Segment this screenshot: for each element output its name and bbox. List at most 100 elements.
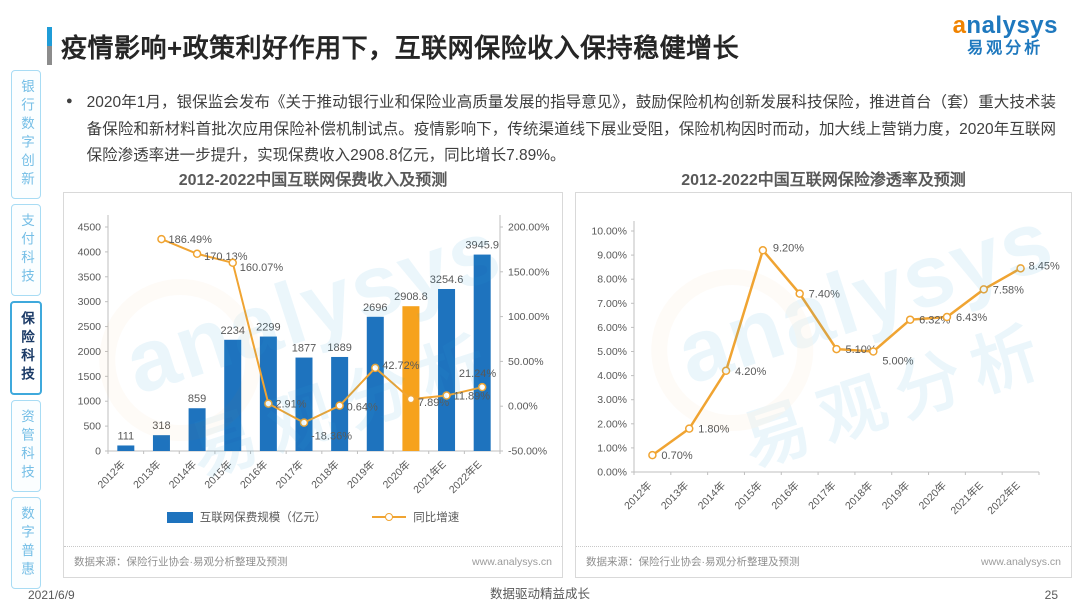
svg-text:2020年: 2020年 <box>380 458 413 491</box>
premium-income-chart: 0 500 1000 1500 2000 2500 3000 3500 4000 4500 -50.… <box>78 215 549 496</box>
svg-text:6.32%: 6.32% <box>919 315 950 327</box>
page-title: 疫情影响+政策利好作用下，互联网保险收入保持稳健增长 <box>61 33 740 63</box>
svg-text:2000: 2000 <box>78 346 102 358</box>
svg-text:2019年: 2019年 <box>879 479 912 512</box>
svg-text:4.20%: 4.20% <box>735 366 766 378</box>
svg-text:2.00%: 2.00% <box>597 418 627 430</box>
svg-text:2014年: 2014年 <box>695 479 728 512</box>
svg-text:1877: 1877 <box>292 343 316 355</box>
summary-bullet: ● 2020年1月，银保监会发布《关于推动银行业和保险业高质量发展的指导意见》，… <box>66 90 1056 170</box>
svg-text:3.00%: 3.00% <box>597 394 627 406</box>
svg-text:2022年E: 2022年E <box>985 479 1023 517</box>
svg-text:1889: 1889 <box>327 342 351 354</box>
premium-chart-title: 2012-2022中国互联网保费收入及预测 <box>178 172 448 189</box>
sidebar-item-digital-inclusion[interactable]: 数字普惠 <box>11 497 41 589</box>
svg-text:2500: 2500 <box>78 321 102 333</box>
svg-text:4500: 4500 <box>78 222 102 234</box>
svg-text:7.40%: 7.40% <box>809 289 840 301</box>
svg-text:-18.36%: -18.36% <box>311 431 352 443</box>
penetration-panel-footer: 数据来源：保险行业协会·易观分析整理及预测 www.analysys.cn <box>576 546 1071 577</box>
svg-text:1000: 1000 <box>78 396 102 408</box>
svg-text:3000: 3000 <box>78 296 102 308</box>
svg-text:5.00%: 5.00% <box>882 356 913 368</box>
svg-text:186.49%: 186.49% <box>168 234 212 246</box>
svg-text:11.89%: 11.89% <box>454 391 491 403</box>
svg-text:3254.6: 3254.6 <box>430 274 464 286</box>
line-legend-label: 同比增速 <box>413 512 460 524</box>
sidebar-item-banking-digital[interactable]: 银行数字创新 <box>11 70 41 199</box>
svg-text:8.00%: 8.00% <box>597 274 627 286</box>
svg-text:2696: 2696 <box>363 302 387 314</box>
svg-text:4000: 4000 <box>78 246 102 258</box>
svg-text:0.70%: 0.70% <box>661 450 692 462</box>
footer-date: 2021/6/9 <box>28 588 75 602</box>
svg-text:6.00%: 6.00% <box>597 322 627 334</box>
svg-text:2012年: 2012年 <box>95 458 128 491</box>
sidebar-item-payment-tech[interactable]: 支付科技 <box>11 204 41 296</box>
svg-text:2015年: 2015年 <box>202 458 235 491</box>
svg-text:3500: 3500 <box>78 271 102 283</box>
premium-panel-footer: 数据来源：保险行业协会·易观分析整理及预测 www.analysys.cn <box>64 546 562 577</box>
logo-chinese-text: 易观分析 <box>967 39 1044 57</box>
svg-text:21.24%: 21.24% <box>459 368 497 380</box>
svg-text:6.43%: 6.43% <box>956 312 987 324</box>
svg-text:2022年E: 2022年E <box>446 458 484 496</box>
footer-slogan: 数据驱动精益成长 <box>489 587 590 601</box>
penetration-chart-title: 2012-2022中国互联网保险渗透率及预测 <box>681 172 966 189</box>
title-accent-bar <box>47 27 52 65</box>
svg-text:2013年: 2013年 <box>658 479 691 512</box>
data-source-left: 数据来源：保险行业协会·易观分析整理及预测 <box>74 556 288 568</box>
svg-text:2299: 2299 <box>256 322 280 334</box>
svg-text:9.20%: 9.20% <box>773 242 804 254</box>
svg-text:100.00%: 100.00% <box>508 311 549 323</box>
footer-page-number: 25 <box>1044 588 1058 602</box>
svg-text:2021年E: 2021年E <box>948 479 986 517</box>
legend-item-line: 同比增速 <box>372 509 459 525</box>
svg-text:2017年: 2017年 <box>273 458 306 491</box>
svg-text:2013年: 2013年 <box>130 458 163 491</box>
website-left: www.analysys.cn <box>472 555 552 568</box>
svg-text:200.00%: 200.00% <box>508 222 549 234</box>
svg-text:1500: 1500 <box>78 371 102 383</box>
svg-text:2020年: 2020年 <box>916 479 949 512</box>
svg-text:9.00%: 9.00% <box>597 250 627 262</box>
data-source-right: 数据来源：保险行业协会·易观分析整理及预测 <box>586 556 800 568</box>
bar-legend-swatch <box>166 511 193 523</box>
svg-text:2019年: 2019年 <box>344 458 377 491</box>
svg-text:2908.8: 2908.8 <box>394 291 428 303</box>
bullet-dot-icon: ● <box>66 95 73 107</box>
svg-text:7.89%: 7.89% <box>418 397 449 409</box>
svg-text:0: 0 <box>95 446 101 458</box>
svg-text:1.80%: 1.80% <box>698 424 729 436</box>
svg-text:2018年: 2018年 <box>842 479 875 512</box>
svg-text:2017年: 2017年 <box>805 479 838 512</box>
svg-text:160.07%: 160.07% <box>240 262 284 274</box>
svg-text:2234: 2234 <box>220 325 244 337</box>
sidebar-item-asset-mgmt-tech[interactable]: 资管科技 <box>11 400 41 492</box>
svg-text:2.91%: 2.91% <box>275 399 306 411</box>
svg-text:-50.00%: -50.00% <box>508 446 547 458</box>
svg-text:10.00%: 10.00% <box>591 226 627 238</box>
logo-brand-text: analysys <box>952 12 1058 39</box>
sidebar-item-insurance-tech[interactable]: 保险科技 <box>10 301 42 395</box>
svg-text:2016年: 2016年 <box>237 458 270 491</box>
summary-text: 2020年1月，银保监会发布《关于推动银行业和保险业高质量发展的指导意见》，鼓励… <box>86 94 1056 165</box>
premium-income-panel: analysys 易观分析 05001000150020002500300035… <box>63 192 563 578</box>
svg-text:0.00%: 0.00% <box>597 467 627 479</box>
svg-text:42.72%: 42.72% <box>382 360 420 372</box>
penetration-panel: analysys 易观分析 0.00% 1.00% 2.00% 3.00% 4.00% 5… <box>575 189 1072 578</box>
svg-text:2015年: 2015年 <box>732 479 765 512</box>
penetration-chart: 0.00% 1.00% 2.00% 3.00% 4.00% 5.00% 6.00% 7.00%… <box>591 221 1060 517</box>
website-right: www.analysys.cn <box>981 555 1061 568</box>
svg-text:3945.9: 3945.9 <box>465 240 499 252</box>
svg-text:8.45%: 8.45% <box>1029 260 1060 272</box>
section-sidebar: 银行数字创新 支付科技 保险科技 资管科技 数字普惠 <box>7 70 45 589</box>
bar-legend-label: 互联网保费规模（亿元） <box>199 512 327 524</box>
svg-text:859: 859 <box>188 393 206 405</box>
svg-text:2014年: 2014年 <box>166 458 199 491</box>
svg-text:2018年: 2018年 <box>309 458 342 491</box>
svg-text:318: 318 <box>152 420 170 432</box>
svg-text:7.58%: 7.58% <box>993 284 1024 296</box>
premium-chart-legend: 互联网保费规模（亿元） 同比增速 <box>64 509 562 525</box>
svg-text:7.00%: 7.00% <box>597 298 627 310</box>
